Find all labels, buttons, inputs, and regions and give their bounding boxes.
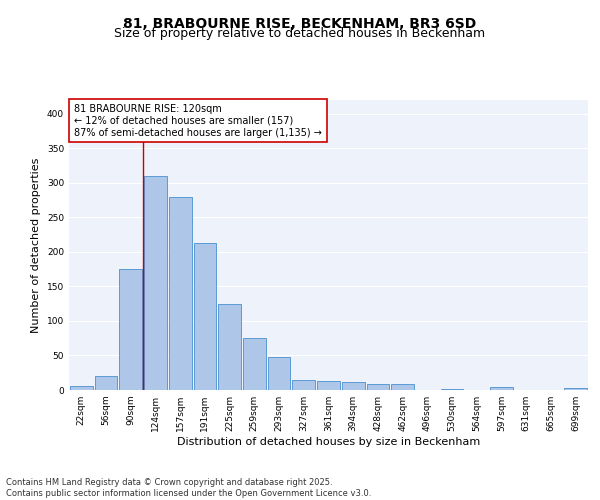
Bar <box>194 243 216 390</box>
Bar <box>391 384 414 390</box>
Bar <box>441 388 463 390</box>
Bar <box>70 386 93 390</box>
Text: 81 BRABOURNE RISE: 120sqm
← 12% of detached houses are smaller (157)
87% of semi: 81 BRABOURNE RISE: 120sqm ← 12% of detac… <box>74 104 322 138</box>
Bar <box>169 196 191 390</box>
Bar <box>292 380 315 390</box>
Bar <box>342 382 365 390</box>
Bar <box>243 338 266 390</box>
Bar <box>317 381 340 390</box>
X-axis label: Distribution of detached houses by size in Beckenham: Distribution of detached houses by size … <box>177 437 480 447</box>
Bar <box>367 384 389 390</box>
Bar <box>218 304 241 390</box>
Text: Size of property relative to detached houses in Beckenham: Size of property relative to detached ho… <box>115 28 485 40</box>
Y-axis label: Number of detached properties: Number of detached properties <box>31 158 41 332</box>
Bar <box>490 387 513 390</box>
Bar <box>564 388 587 390</box>
Bar <box>268 357 290 390</box>
Text: 81, BRABOURNE RISE, BECKENHAM, BR3 6SD: 81, BRABOURNE RISE, BECKENHAM, BR3 6SD <box>124 18 476 32</box>
Bar <box>119 269 142 390</box>
Bar <box>144 176 167 390</box>
Text: Contains HM Land Registry data © Crown copyright and database right 2025.
Contai: Contains HM Land Registry data © Crown c… <box>6 478 371 498</box>
Bar <box>95 376 118 390</box>
